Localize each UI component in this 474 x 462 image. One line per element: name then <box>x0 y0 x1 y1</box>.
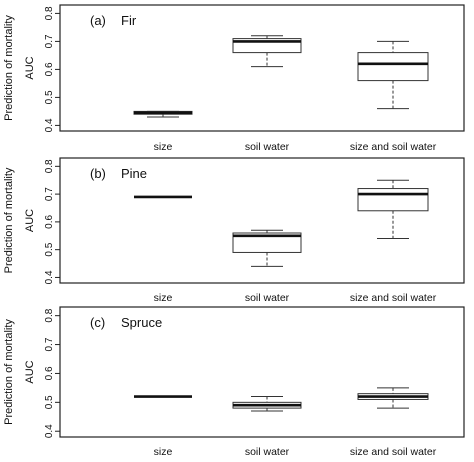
box-3 <box>357 40 429 110</box>
y-tick-label: 0.8 <box>44 6 55 20</box>
y-tick-label: 0.6 <box>44 366 55 380</box>
x-category-label: soil water <box>245 292 290 304</box>
box-3 <box>357 387 429 409</box>
outer-y-axis-label: Prediction of mortality <box>3 167 15 273</box>
iqr-box <box>357 188 429 212</box>
outer-y-axis-label: Prediction of mortality <box>3 319 15 425</box>
panel-title: Spruce <box>121 315 162 330</box>
x-category-label: size and soil water <box>350 446 437 458</box>
chart-panel-2: Prediction of mortality AUC 0.4 0.5 0.6 0.7 0.… <box>3 157 465 304</box>
x-category-label: soil water <box>245 141 290 153</box>
y-tick-label: 0.8 <box>44 308 55 322</box>
plot-frame <box>59 306 465 438</box>
x-category-label: size <box>154 141 173 153</box>
y-tick-label: 0.6 <box>44 215 55 229</box>
x-category-label: size <box>154 292 173 304</box>
chart-panel-3: Prediction of mortality AUC 0.4 0.5 0.6 0.7 0.… <box>3 306 465 458</box>
box-2 <box>232 35 302 68</box>
y-axis-label: AUC <box>24 209 36 232</box>
y-tick-label: 0.5 <box>44 395 55 409</box>
chart-panel-1: Prediction of mortality AUC 0.4 0.5 0.6 0.7 0.… <box>3 4 465 153</box>
y-tick-label: 0.4 <box>44 270 55 284</box>
y-axis-label: AUC <box>24 360 36 383</box>
plot-frame <box>59 157 465 284</box>
outer-y-axis-label: Prediction of mortality <box>3 15 15 121</box>
panel-label: (a) <box>90 13 106 28</box>
y-tick-label: 0.5 <box>44 90 55 104</box>
iqr-box <box>357 52 429 82</box>
y-axis-label: AUC <box>24 56 36 79</box>
y-tick-label: 0.5 <box>44 242 55 256</box>
box-1 <box>133 110 193 118</box>
x-category-label: soil water <box>245 446 290 458</box>
y-tick-label: 0.6 <box>44 62 55 76</box>
y-tick-label: 0.8 <box>44 159 55 173</box>
y-tick-label: 0.7 <box>44 337 55 351</box>
panel-title: Fir <box>121 13 137 28</box>
y-tick-label: 0.4 <box>44 424 55 438</box>
panel-label: (c) <box>90 315 105 330</box>
x-category-label: size <box>154 446 173 458</box>
iqr-box <box>232 232 302 253</box>
y-tick-label: 0.7 <box>44 34 55 48</box>
x-category-label: size and soil water <box>350 141 437 153</box>
y-tick-label: 0.7 <box>44 187 55 201</box>
panel-title: Pine <box>121 166 147 181</box>
y-tick-label: 0.4 <box>44 118 55 132</box>
panel-label: (b) <box>90 166 106 181</box>
box-3 <box>357 179 429 240</box>
plot-frame <box>59 4 465 132</box>
box-2 <box>232 229 302 267</box>
box-2 <box>232 396 302 412</box>
x-category-label: size and soil water <box>350 292 437 304</box>
